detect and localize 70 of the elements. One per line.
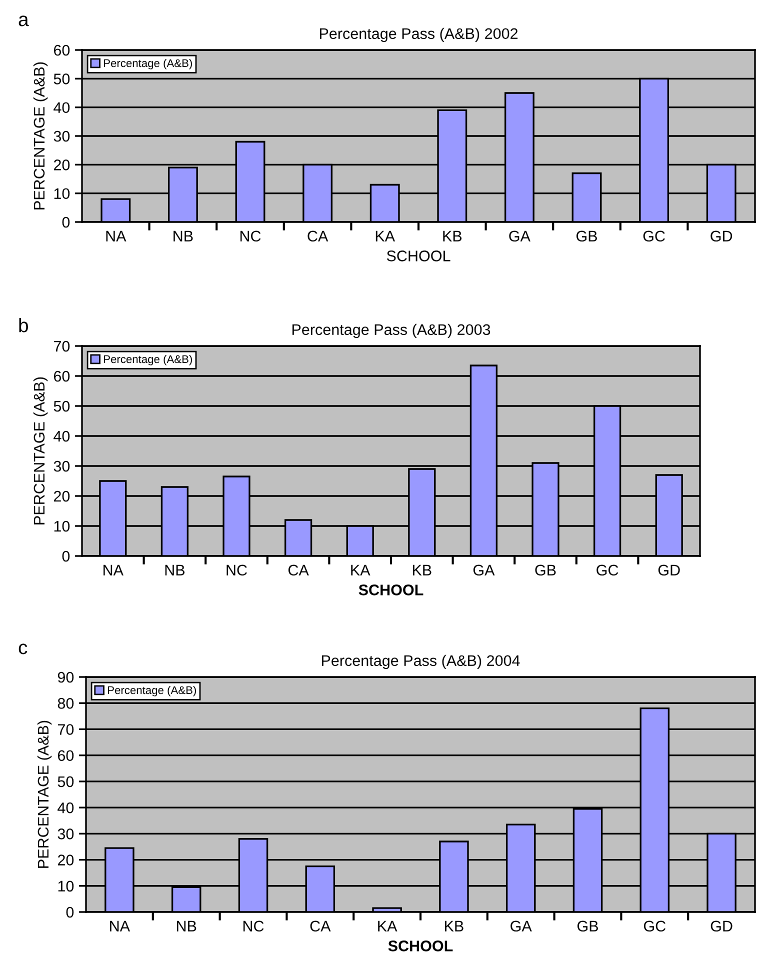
x-tick-label: GD <box>710 230 732 242</box>
x-tick-label: NA <box>110 920 130 932</box>
y-tick-label: 60 <box>58 750 74 762</box>
x-tick-label: CA <box>288 564 309 576</box>
y-tick-label: 10 <box>58 880 74 892</box>
y-tick-label: 30 <box>54 460 70 472</box>
y-tick-label: 0 <box>62 550 70 562</box>
y-axis-title: PERCENTAGE (A&B) <box>33 62 48 210</box>
y-tick-label: 10 <box>54 520 70 532</box>
y-tick-label: 90 <box>58 672 74 683</box>
y-tick-label: 30 <box>54 130 70 142</box>
x-tick-label: NB <box>165 564 185 576</box>
y-tick-label: 50 <box>54 74 70 84</box>
y-tick-label: 70 <box>58 724 74 735</box>
chart-title: Percentage Pass (A&B) 2003 <box>292 324 490 338</box>
y-axis-title: PERCENTAGE (A&B) <box>37 720 52 868</box>
text: a <box>18 16 29 26</box>
legend-label: Percentage (A&B) <box>108 686 196 696</box>
y-tick-label: 60 <box>54 44 70 56</box>
y-tick-label: 50 <box>58 776 74 788</box>
y-tick-label: 60 <box>54 370 70 382</box>
y-tick-label: 0 <box>62 216 70 228</box>
y-tick-label: 20 <box>58 854 74 866</box>
x-tick-label: GA <box>509 230 530 242</box>
x-tick-label: GD <box>710 920 732 932</box>
x-tick-label: KA <box>351 564 370 576</box>
y-tick-label: 40 <box>58 802 74 814</box>
chart-title: Percentage Pass (A&B) 2002 <box>320 28 518 42</box>
x-axis-title: SCHOOL <box>358 584 424 596</box>
y-tick-label: 10 <box>54 188 70 200</box>
y-tick-label: 70 <box>54 340 70 352</box>
y-tick-label: 40 <box>54 430 70 442</box>
x-tick-label: KA <box>378 920 398 932</box>
x-axis-title: SCHOOL <box>386 250 450 262</box>
x-tick-label: NC <box>240 230 261 242</box>
x-tick-label: GC <box>644 920 666 932</box>
x-tick-label: GA <box>510 920 532 932</box>
x-tick-label: NC <box>243 920 264 932</box>
x-tick-label: NB <box>174 230 193 242</box>
x-tick-label: KB <box>445 920 464 932</box>
x-tick-label: GD <box>658 564 680 576</box>
x-tick-label: NC <box>226 564 247 576</box>
x-axis-title: SCHOOL <box>388 940 453 952</box>
x-tick-label: NB <box>176 920 196 932</box>
x-tick-label: KA <box>376 230 396 242</box>
x-tick-label: NA <box>104 564 124 576</box>
x-tick-label: GC <box>643 230 665 242</box>
legend-label: Percentage (A&B) <box>104 354 192 366</box>
x-tick-label: KB <box>443 230 462 242</box>
y-tick-label: 50 <box>54 400 70 412</box>
y-axis-title: PERCENTAGE (A&B) <box>33 377 48 524</box>
y-tick-label: 0 <box>66 906 74 918</box>
x-tick-label: GB <box>535 564 556 576</box>
x-tick-label: CA <box>308 230 328 242</box>
y-tick-label: 20 <box>54 160 70 170</box>
x-tick-label: CA <box>310 920 331 932</box>
chart-title: Percentage Pass (A&B) 2004 <box>322 654 520 670</box>
text: b <box>19 318 28 332</box>
x-tick-label: GA <box>473 564 495 576</box>
y-tick-label: 80 <box>58 698 74 709</box>
y-tick-label: 30 <box>58 828 74 840</box>
x-tick-label: GC <box>596 564 618 576</box>
x-tick-label: KB <box>412 564 432 576</box>
x-tick-label: NA <box>106 230 126 242</box>
y-tick-label: 40 <box>54 102 70 114</box>
text: c <box>18 644 28 654</box>
x-tick-label: GB <box>577 920 598 932</box>
legend-label: Percentage (A&B) <box>104 58 192 70</box>
y-tick-label: 20 <box>54 490 70 502</box>
x-tick-label: GB <box>576 230 597 242</box>
